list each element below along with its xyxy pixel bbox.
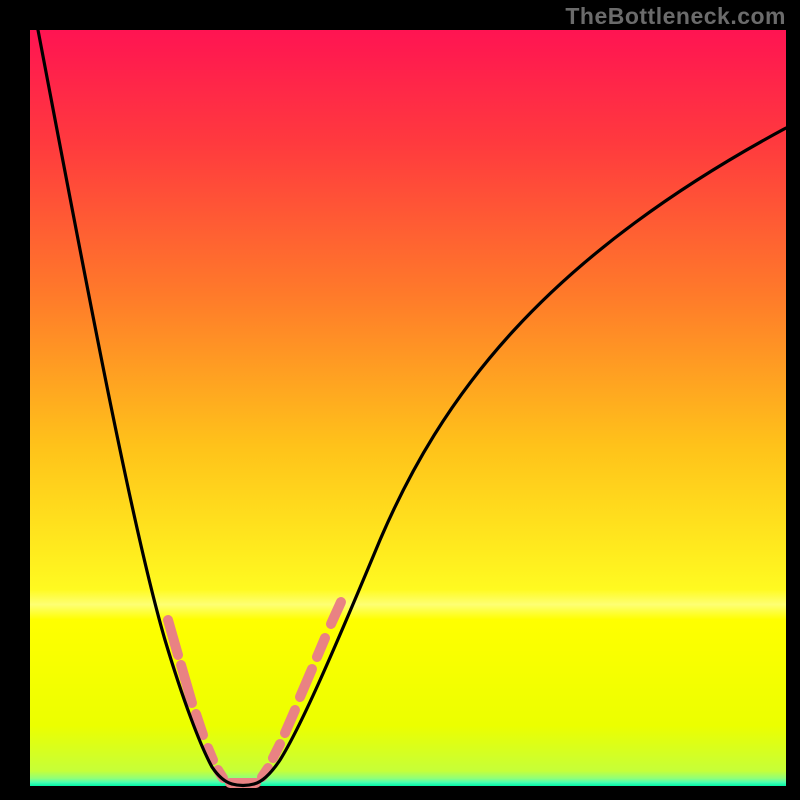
curve-overlay xyxy=(0,0,800,800)
watermark-text: TheBottleneck.com xyxy=(565,3,786,30)
curve-left xyxy=(38,30,232,784)
dash-segment xyxy=(317,638,325,657)
dash-segment xyxy=(273,744,280,758)
curve-bottom xyxy=(232,784,254,786)
curve-right xyxy=(254,128,786,784)
chart-root: TheBottleneck.com xyxy=(0,0,800,800)
dash-segment xyxy=(285,710,295,733)
dash-segment xyxy=(300,669,312,697)
dash-segment xyxy=(331,602,341,624)
